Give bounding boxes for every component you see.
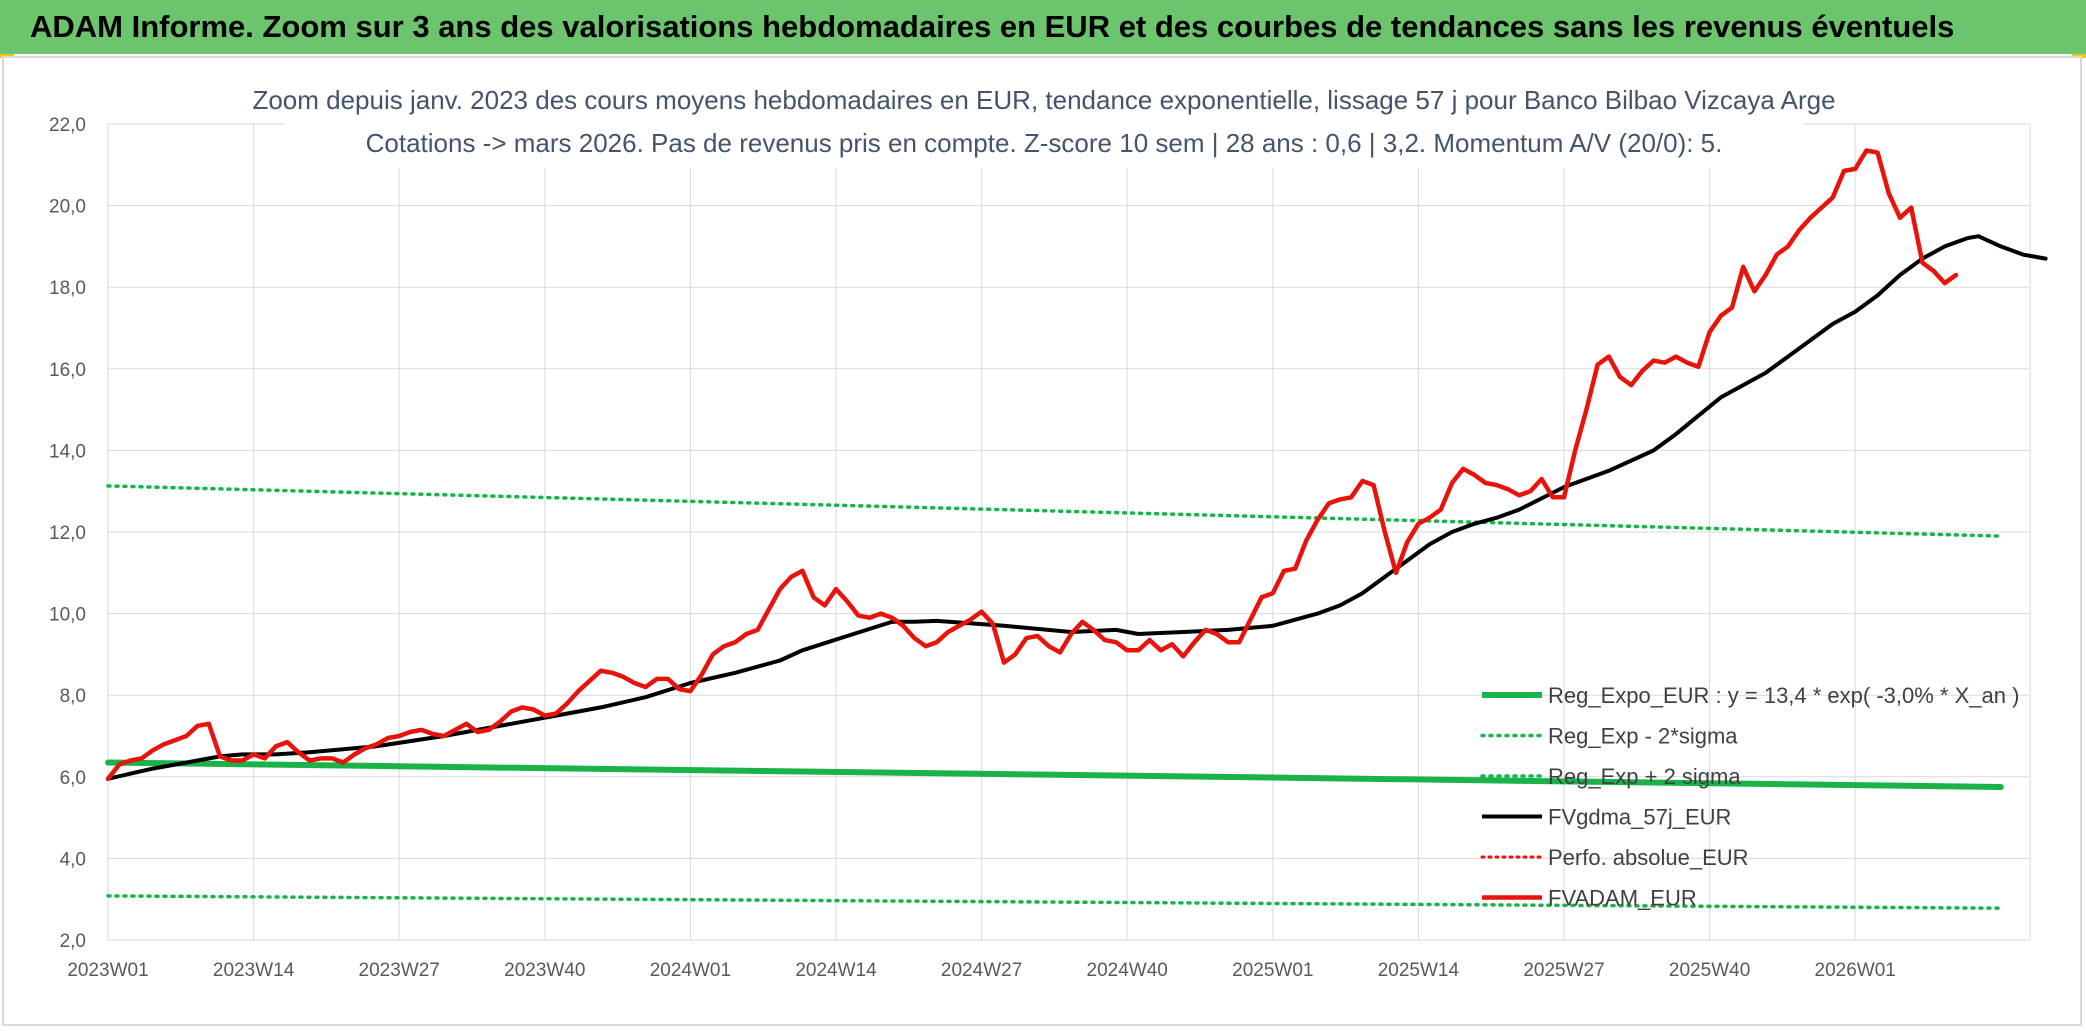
y-tick-label: 6,0	[60, 768, 86, 789]
report-banner: ADAM Informe. Zoom sur 3 ans des valoris…	[0, 0, 2086, 54]
y-tick-label: 16,0	[49, 360, 86, 381]
legend-label-moving-average-57j: FVgdma_57j_EUR	[1548, 805, 1731, 830]
x-tick-label: 2025W40	[1669, 960, 1750, 981]
x-tick-label: 2025W14	[1378, 960, 1460, 981]
legend-label-reg-plus-2sigma: Reg_Exp + 2 sigma	[1548, 764, 1741, 789]
grid-lines	[107, 123, 2031, 941]
legend-label-perf-absolue: Perfo. absolue_EUR	[1548, 845, 1749, 870]
y-tick-label: 22,0	[49, 115, 86, 136]
x-tick-label: 2025W27	[1523, 960, 1604, 981]
x-tick-label: 2024W01	[650, 960, 731, 981]
title-backdrop	[285, 78, 1803, 168]
y-tick-label: 18,0	[49, 278, 86, 299]
x-tick-label: 2024W14	[795, 960, 877, 981]
legend-label-reg-minus-2sigma: Reg_Exp - 2*sigma	[1548, 724, 1738, 749]
x-tick-label: 2023W40	[504, 960, 585, 981]
legend: Reg_Expo_EUR : y = 13,4 * exp( -3,0% * X…	[1480, 683, 2019, 911]
chart-frame	[2, 56, 2082, 1026]
y-tick-label: 4,0	[60, 849, 86, 870]
y-tick-label: 12,0	[49, 523, 86, 544]
axis-labels: 2,0 4,0 6,0 8,0 10,0 12,0 14,0 16,0 18,0 20,0 22,0…	[49, 115, 1896, 981]
x-tick-label: 2025W01	[1232, 960, 1313, 981]
y-tick-label: 2,0	[60, 931, 86, 952]
x-tick-label: 2024W40	[1087, 960, 1168, 981]
x-tick-label: 2024W27	[941, 960, 1022, 981]
y-tick-label: 8,0	[60, 686, 86, 707]
chart-subtitle: Cotations -> mars 2026. Pas de revenus p…	[366, 128, 1723, 158]
x-tick-label: 2023W14	[213, 960, 295, 981]
reg-minus-2sigma-line	[106, 894, 2003, 910]
adam-price-line	[105, 148, 1959, 782]
reg-plus-2sigma-line	[106, 484, 2003, 538]
x-tick-label: 2023W27	[359, 960, 440, 981]
y-tick-label: 14,0	[49, 441, 86, 462]
series-lines	[105, 148, 2048, 910]
legend-label-reg-expo: Reg_Expo_EUR : y = 13,4 * exp( -3,0% * X…	[1548, 683, 2019, 708]
y-tick-label: 10,0	[49, 605, 86, 626]
legend-label-adam-price: FVADAM_EUR	[1548, 886, 1697, 911]
reg-expo-line	[105, 759, 2004, 790]
x-tick-label: 2023W01	[67, 960, 148, 981]
report-title: ADAM Informe. Zoom sur 3 ans des valoris…	[30, 9, 1955, 44]
chart-title: Zoom depuis janv. 2023 des cours moyens …	[252, 85, 1835, 115]
x-tick-label: 2026W01	[1815, 960, 1896, 981]
y-tick-label: 20,0	[49, 197, 86, 218]
